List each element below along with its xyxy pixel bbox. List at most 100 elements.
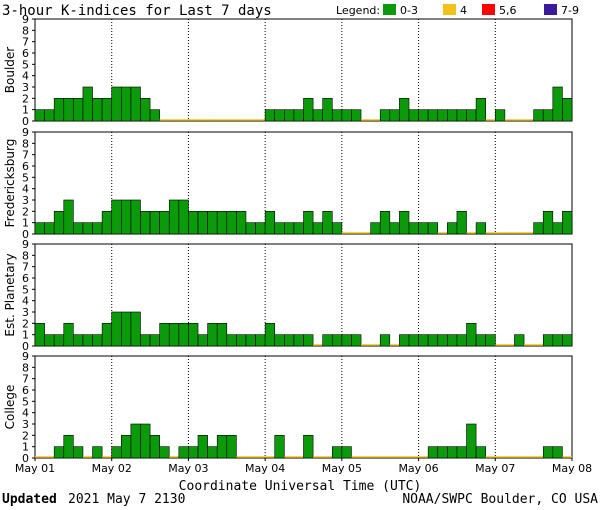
y-tick-label: 6 <box>22 384 29 397</box>
k-index-bar <box>284 109 295 122</box>
k-index-bar <box>92 98 103 122</box>
k-index-bar <box>427 109 439 122</box>
y-tick-label: 3 <box>22 418 29 431</box>
k-index-bar <box>92 222 103 235</box>
k-index-bar <box>44 222 55 235</box>
k-index-bar <box>351 109 362 122</box>
k-index-bar <box>197 211 208 235</box>
y-tick-label: 5 <box>22 58 29 71</box>
k-index-bar <box>264 109 276 122</box>
k-index-bar <box>331 109 343 122</box>
x-tick-label: May 03 <box>168 462 208 475</box>
k-index-bar <box>255 334 266 347</box>
k-index-bar <box>188 211 199 235</box>
y-tick-label: 1 <box>22 441 29 454</box>
k-index-bar <box>53 98 65 122</box>
k-index-bar <box>197 435 208 459</box>
k-index-bar <box>542 109 554 122</box>
k-index-bar <box>485 334 496 347</box>
k-index-bar <box>130 199 141 235</box>
k-index-bar <box>456 334 467 347</box>
k-index-bar <box>456 211 467 235</box>
y-tick-label: 4 <box>22 70 29 83</box>
k-index-bar <box>341 334 352 347</box>
k-index-bar <box>303 211 314 235</box>
k-index-bar <box>331 334 343 347</box>
x-tick-label: May 07 <box>475 462 515 475</box>
y-tick-label: 5 <box>22 395 29 408</box>
x-tick-label: May 02 <box>92 462 132 475</box>
legend-item-label: 4 <box>460 4 467 17</box>
k-index-bar <box>475 98 486 122</box>
k-index-bar <box>418 109 429 122</box>
k-index-bar <box>399 334 410 347</box>
k-index-bar <box>408 222 419 235</box>
y-tick-label: 0 <box>22 340 29 353</box>
k-index-bar <box>236 211 247 235</box>
y-tick-label: 1 <box>22 329 29 342</box>
k-index-bar <box>121 86 132 122</box>
k-index-bar <box>427 446 439 459</box>
k-index-bar <box>92 334 103 347</box>
legend-item-label: 7-9 <box>561 4 579 17</box>
k-index-bar <box>341 446 352 459</box>
y-tick-label: 0 <box>22 115 29 128</box>
k-index-bar <box>53 334 65 347</box>
legend-swatch <box>544 4 557 15</box>
k-index-bar <box>101 323 113 347</box>
k-index-bar <box>533 222 544 235</box>
k-index-bar <box>149 435 160 459</box>
k-index-bar <box>140 334 151 347</box>
y-tick-label: 8 <box>22 137 29 150</box>
k-index-bar <box>159 446 170 459</box>
station-panels: 0123456789Boulder0123456789Fredericksbur… <box>3 13 573 465</box>
k-index-bar <box>447 446 458 459</box>
y-tick-label: 2 <box>22 429 29 442</box>
k-index-bar <box>437 446 448 459</box>
k-index-bar <box>159 211 170 235</box>
x-tick-label: May 04 <box>245 462 285 475</box>
footer-credit: NOAA/SWPC Boulder, CO USA <box>402 492 598 507</box>
k-index-bar <box>466 109 477 122</box>
k-index-bar <box>408 334 419 347</box>
k-index-bar <box>542 211 554 235</box>
k-index-bar <box>111 86 122 122</box>
k-index-bar <box>178 446 189 459</box>
y-tick-label: 3 <box>22 81 29 94</box>
legend-swatch <box>383 4 396 15</box>
k-index-bar <box>389 222 400 235</box>
k-index-bar <box>130 311 141 347</box>
y-tick-label: 0 <box>22 228 29 241</box>
k-index-bar <box>82 334 93 347</box>
k-index-bar <box>121 435 132 459</box>
k-index-bar <box>111 199 122 235</box>
k-index-bar <box>447 334 458 347</box>
k-index-bar <box>552 86 563 122</box>
k-index-bar <box>149 334 160 347</box>
k-index-bar <box>322 334 333 347</box>
k-index-bar <box>322 211 333 235</box>
k-index-bar <box>63 98 74 122</box>
k-index-bar <box>92 446 103 459</box>
k-index-bar <box>466 423 477 459</box>
k-index-bar <box>207 446 218 459</box>
k-index-bar <box>399 211 410 235</box>
k-index-bar <box>466 323 477 347</box>
y-tick-label: 1 <box>22 217 29 230</box>
k-index-bar <box>264 211 276 235</box>
k-index-bar <box>216 323 228 347</box>
k-index-bar <box>53 446 65 459</box>
chart-header: 3-hour K-indices for Last 7 days Legend:… <box>2 3 579 19</box>
k-index-bar <box>197 334 208 347</box>
k-index-bar <box>389 109 400 122</box>
legend-swatch <box>482 4 495 15</box>
k-index-bar <box>63 435 74 459</box>
x-tick-label: May 08 <box>552 462 592 475</box>
k-index-bar <box>475 334 486 347</box>
k-index-bar <box>159 323 170 347</box>
y-tick-label: 9 <box>22 350 29 363</box>
